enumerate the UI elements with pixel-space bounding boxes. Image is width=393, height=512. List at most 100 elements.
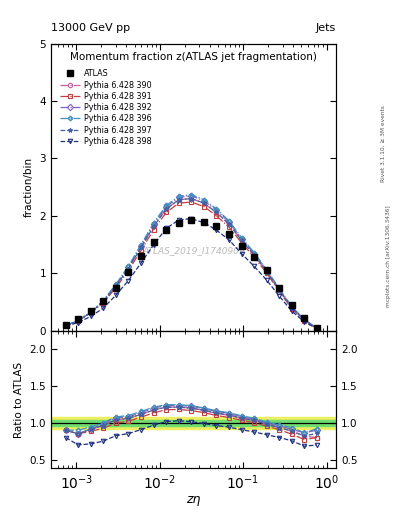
Text: Momentum fraction z(ATLAS jet fragmentation): Momentum fraction z(ATLAS jet fragmentat… xyxy=(70,52,317,62)
ATLAS xyxy=(139,253,143,259)
Pythia 6.428 390 xyxy=(227,221,231,227)
Pythia 6.428 391 xyxy=(227,224,231,230)
Pythia 6.428 398 xyxy=(214,227,219,233)
Pythia 6.428 396 xyxy=(264,267,269,273)
Pythia 6.428 398 xyxy=(114,292,118,298)
Pythia 6.428 397 xyxy=(202,200,206,206)
Pythia 6.428 391 xyxy=(151,226,156,232)
Pythia 6.428 391 xyxy=(139,247,143,253)
ATLAS xyxy=(302,315,307,321)
Pythia 6.428 396 xyxy=(314,325,319,331)
Pythia 6.428 391 xyxy=(63,323,68,329)
Text: Jets: Jets xyxy=(316,23,336,33)
Pythia 6.428 398 xyxy=(151,242,156,248)
Pythia 6.428 392 xyxy=(126,264,130,270)
Pythia 6.428 390 xyxy=(202,200,206,206)
Pythia 6.428 397 xyxy=(88,309,93,315)
Pythia 6.428 392 xyxy=(75,318,80,324)
Pythia 6.428 398 xyxy=(63,323,68,329)
Pythia 6.428 397 xyxy=(302,317,307,324)
Pythia 6.428 397 xyxy=(63,323,68,329)
Pythia 6.428 392 xyxy=(277,286,282,292)
Pythia 6.428 397 xyxy=(264,268,269,274)
Pythia 6.428 397 xyxy=(176,197,181,203)
Line: Pythia 6.428 392: Pythia 6.428 392 xyxy=(64,194,319,330)
Text: Rivet 3.1.10, ≥ 3M events: Rivet 3.1.10, ≥ 3M events xyxy=(381,105,386,182)
Pythia 6.428 396 xyxy=(114,281,118,287)
Pythia 6.428 391 xyxy=(290,306,294,312)
Pythia 6.428 392 xyxy=(139,243,143,249)
Pythia 6.428 392 xyxy=(227,219,231,225)
ATLAS xyxy=(63,322,68,328)
Pythia 6.428 391 xyxy=(264,270,269,276)
Pythia 6.428 391 xyxy=(101,300,105,306)
Pythia 6.428 392 xyxy=(314,325,319,331)
ATLAS xyxy=(264,267,269,273)
Pythia 6.428 398 xyxy=(88,313,93,319)
Line: Pythia 6.428 391: Pythia 6.428 391 xyxy=(64,200,319,331)
Line: Pythia 6.428 397: Pythia 6.428 397 xyxy=(64,196,319,330)
Pythia 6.428 396 xyxy=(164,202,169,208)
ATLAS xyxy=(189,217,194,223)
ATLAS xyxy=(252,254,257,260)
Pythia 6.428 396 xyxy=(101,297,105,304)
Pythia 6.428 390 xyxy=(101,299,105,305)
Pythia 6.428 397 xyxy=(139,244,143,250)
Pythia 6.428 398 xyxy=(290,308,294,314)
Pythia 6.428 397 xyxy=(189,196,194,202)
Pythia 6.428 396 xyxy=(290,304,294,310)
Text: 13000 GeV pp: 13000 GeV pp xyxy=(51,23,130,33)
Pythia 6.428 390 xyxy=(63,323,68,329)
Pythia 6.428 391 xyxy=(214,212,219,219)
Pythia 6.428 396 xyxy=(302,316,307,323)
Pythia 6.428 398 xyxy=(314,326,319,332)
Pythia 6.428 397 xyxy=(252,252,257,258)
Pythia 6.428 392 xyxy=(114,282,118,288)
Pythia 6.428 390 xyxy=(264,268,269,274)
Pythia 6.428 398 xyxy=(302,319,307,325)
Legend: ATLAS, Pythia 6.428 390, Pythia 6.428 391, Pythia 6.428 392, Pythia 6.428 396, P: ATLAS, Pythia 6.428 390, Pythia 6.428 39… xyxy=(58,68,153,147)
ATLAS xyxy=(214,223,219,229)
Pythia 6.428 397 xyxy=(126,266,130,272)
Pythia 6.428 392 xyxy=(176,195,181,201)
Pythia 6.428 392 xyxy=(214,207,219,213)
Pythia 6.428 390 xyxy=(139,244,143,250)
Pythia 6.428 397 xyxy=(290,305,294,311)
Pythia 6.428 390 xyxy=(176,197,181,203)
X-axis label: zη: zη xyxy=(186,494,201,506)
Pythia 6.428 396 xyxy=(252,249,257,255)
Pythia 6.428 392 xyxy=(252,251,257,257)
Pythia 6.428 396 xyxy=(239,234,244,241)
Pythia 6.428 390 xyxy=(126,266,130,272)
Pythia 6.428 398 xyxy=(202,220,206,226)
Pythia 6.428 398 xyxy=(126,278,130,284)
ATLAS xyxy=(277,285,282,291)
Pythia 6.428 392 xyxy=(302,316,307,323)
Pythia 6.428 392 xyxy=(264,267,269,273)
Pythia 6.428 396 xyxy=(126,263,130,269)
ATLAS xyxy=(151,239,156,245)
ATLAS xyxy=(227,231,231,237)
Pythia 6.428 391 xyxy=(176,200,181,206)
ATLAS xyxy=(88,308,93,314)
Pythia 6.428 397 xyxy=(164,206,169,212)
Pythia 6.428 398 xyxy=(264,277,269,283)
Pythia 6.428 392 xyxy=(88,309,93,315)
ATLAS xyxy=(126,269,130,275)
Pythia 6.428 390 xyxy=(114,283,118,289)
Pythia 6.428 398 xyxy=(139,260,143,266)
Pythia 6.428 391 xyxy=(88,310,93,316)
Line: Pythia 6.428 398: Pythia 6.428 398 xyxy=(64,217,319,331)
Pythia 6.428 390 xyxy=(151,223,156,229)
Pythia 6.428 398 xyxy=(189,216,194,222)
Pythia 6.428 396 xyxy=(202,197,206,203)
Pythia 6.428 397 xyxy=(214,209,219,216)
Pythia 6.428 397 xyxy=(101,299,105,305)
Pythia 6.428 396 xyxy=(75,317,80,324)
ATLAS xyxy=(314,325,319,331)
Pythia 6.428 397 xyxy=(227,221,231,227)
Line: ATLAS: ATLAS xyxy=(62,217,320,331)
Pythia 6.428 391 xyxy=(126,268,130,274)
Pythia 6.428 390 xyxy=(164,206,169,212)
Pythia 6.428 392 xyxy=(101,298,105,305)
